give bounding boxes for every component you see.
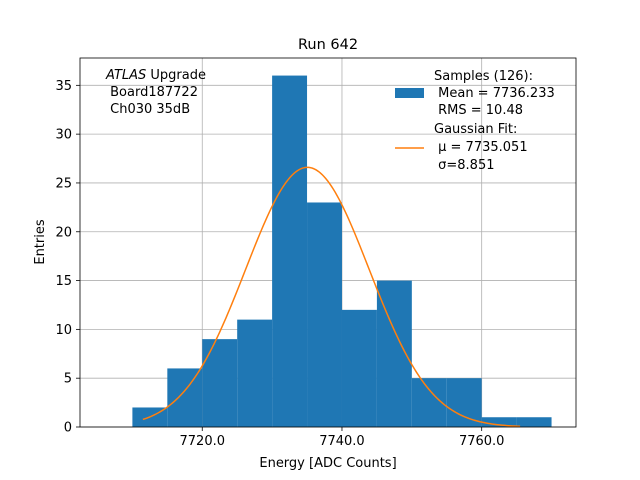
histogram-bar [341,309,377,427]
x-tick-label: 7720.0 [180,434,226,449]
y-tick-label: 20 [55,225,72,240]
y-tick-label: 5 [64,372,72,387]
x-tick-label: 7760.0 [459,434,505,449]
y-tick-label: 15 [55,274,72,289]
legend-samples-rms: RMS = 10.48 [434,103,523,118]
board-label: Board187722 [106,85,198,100]
histogram-bar [307,202,342,427]
x-tick-label: 7740.0 [319,434,365,449]
atlas-label: ATLAS [105,68,146,83]
atlas-annotation: ATLAS Upgrade Board187722 Ch030 35dB [105,68,206,117]
histogram-bar [516,417,552,427]
legend-fit-title: Gaussian Fit: [434,122,517,137]
annotation-line-1: ATLAS Upgrade [105,68,206,83]
axes-frame [79,57,577,428]
histogram-bar [446,378,482,427]
axis-ticks: 7720.0 7740.0 7760.0 0 5 10 15 20 25 30 35 [55,79,504,449]
legend-samples-title: Samples (126): [434,69,533,84]
legend-histogram-swatch [395,88,424,98]
histogram-bar [202,339,238,427]
x-axis-label: Energy [ADC Counts] [259,456,396,471]
histogram-bar [272,75,308,428]
y-tick-label: 0 [64,421,72,436]
gaussian-fit-curve [142,166,521,428]
y-tick-label: 35 [55,79,72,94]
legend-fit-mu: μ = 7735.051 [434,140,528,155]
histogram-bar [481,417,517,427]
legend-samples-mean: Mean = 7736.233 [434,86,555,101]
histogram-bar [167,368,203,427]
legend: Samples (126): Mean = 7736.233 RMS = 10.… [395,69,555,173]
upgrade-label: Upgrade [146,68,206,83]
histogram-bars [132,75,552,428]
histogram-bar [237,319,273,427]
chart-title: Run 642 [298,37,358,53]
y-tick-label: 30 [55,128,72,143]
legend-fit-sigma: σ=8.851 [434,158,494,173]
y-tick-label: 25 [55,176,72,191]
channel-label: Ch030 35dB [106,102,190,117]
y-axis-label: Entries [33,219,48,265]
y-tick-label: 10 [55,323,72,338]
